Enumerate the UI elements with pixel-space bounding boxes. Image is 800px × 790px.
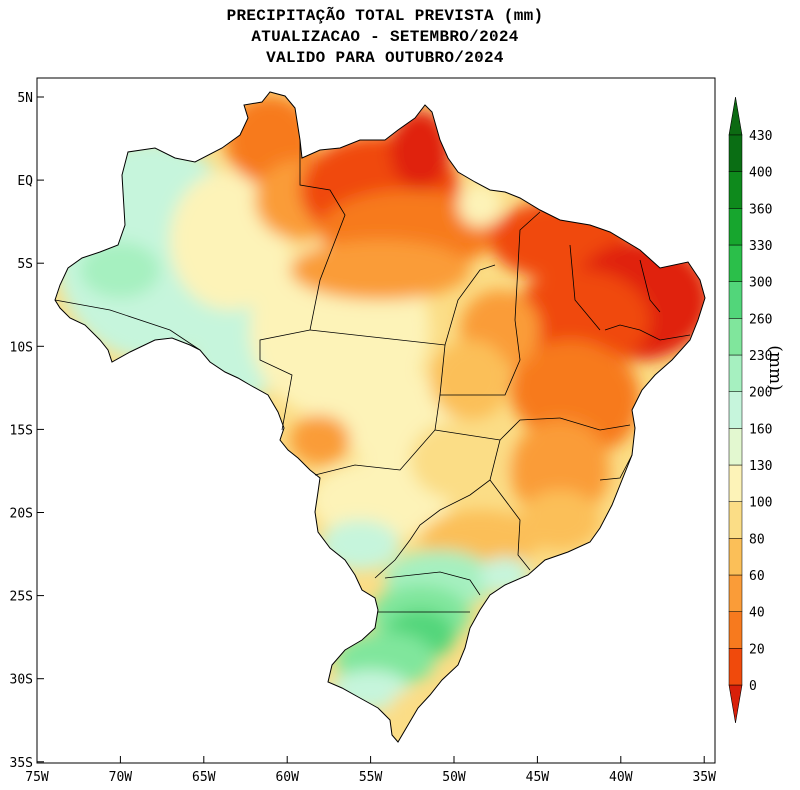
title-line-3: VALIDO PARA OUTUBRO/2024 (266, 49, 504, 67)
colorbar-bin (728, 501, 743, 539)
colorbar-bin (728, 208, 743, 246)
lon-label: 55W (359, 770, 383, 785)
lat-label: 25S (10, 590, 33, 605)
colorbar-label: 80 (749, 532, 765, 547)
colorbar-label: 160 (749, 422, 772, 437)
colorbar-label: 400 (749, 166, 772, 181)
colorbar-label: 130 (749, 459, 772, 474)
colorbar-bin (728, 574, 743, 612)
lat-label: EQ (17, 174, 33, 189)
latitude-axis: 5N EQ 5S 10S 15S 20S 25S 30S 35S (10, 91, 44, 771)
colorbar-label: 60 (749, 569, 765, 584)
state-borders (54, 140, 691, 613)
lat-label: 10S (10, 340, 33, 355)
lon-label: 75W (25, 770, 49, 785)
colorbar-bin (728, 611, 743, 649)
colorbar-over-triangle (728, 96, 743, 136)
colorbar-bin (728, 244, 743, 282)
colorbar-label: 430 (749, 129, 772, 144)
colorbar-under-triangle (728, 684, 743, 724)
lon-label: 70W (109, 770, 133, 785)
title-line-1: PRECIPITAÇÃO TOTAL PREVISTA (mm) (226, 7, 544, 25)
colorbar-bin (728, 281, 743, 319)
lon-label: 50W (442, 770, 466, 785)
colorbar-label: 230 (749, 349, 772, 364)
colorbar-label: 360 (749, 202, 772, 217)
colorbar-label: 330 (749, 239, 772, 254)
lon-label: 35W (692, 770, 716, 785)
colorbar-label: 260 (749, 312, 772, 327)
colorbar-label: 300 (749, 276, 772, 291)
colorbar-label: 20 (749, 642, 765, 657)
longitude-axis: 75W 70W 65W 60W 55W 50W 45W 40W 35W (25, 756, 716, 785)
colorbar-bin (728, 171, 743, 209)
lon-label: 40W (609, 770, 633, 785)
colorbar-label: 0 (749, 679, 757, 694)
title-line-2: ATUALIZACAO - SETEMBRO/2024 (251, 28, 519, 46)
lon-label: 65W (192, 770, 216, 785)
lat-label: 5N (17, 91, 33, 106)
lat-label: 20S (10, 507, 33, 522)
colorbar-label: 100 (749, 496, 772, 511)
colorbar-bin (728, 648, 743, 686)
lat-label: 5S (17, 257, 33, 272)
lat-label: 15S (10, 423, 33, 438)
colorbar-label: 40 (749, 606, 765, 621)
colorbar-bin (728, 538, 743, 576)
unit-label: (mm) (765, 345, 785, 391)
lat-label: 30S (10, 673, 33, 688)
colorbar-bin (728, 354, 743, 392)
colorbar-bin (728, 464, 743, 502)
colorbar-label: 200 (749, 386, 772, 401)
colorbar-bin (728, 428, 743, 466)
colorbar-bin (728, 391, 743, 429)
colorbar-bin (728, 134, 743, 172)
colorbar-bin (728, 318, 743, 356)
colorbar: 0 20 40 60 80 100 130 160 200 230 260 300 330 360 400 4… (728, 96, 772, 724)
lon-label: 45W (526, 770, 550, 785)
lat-label: 35S (10, 756, 33, 771)
lon-label: 60W (275, 770, 299, 785)
map-title: PRECIPITAÇÃO TOTAL PREVISTA (mm) ATUALIZ… (0, 6, 770, 69)
